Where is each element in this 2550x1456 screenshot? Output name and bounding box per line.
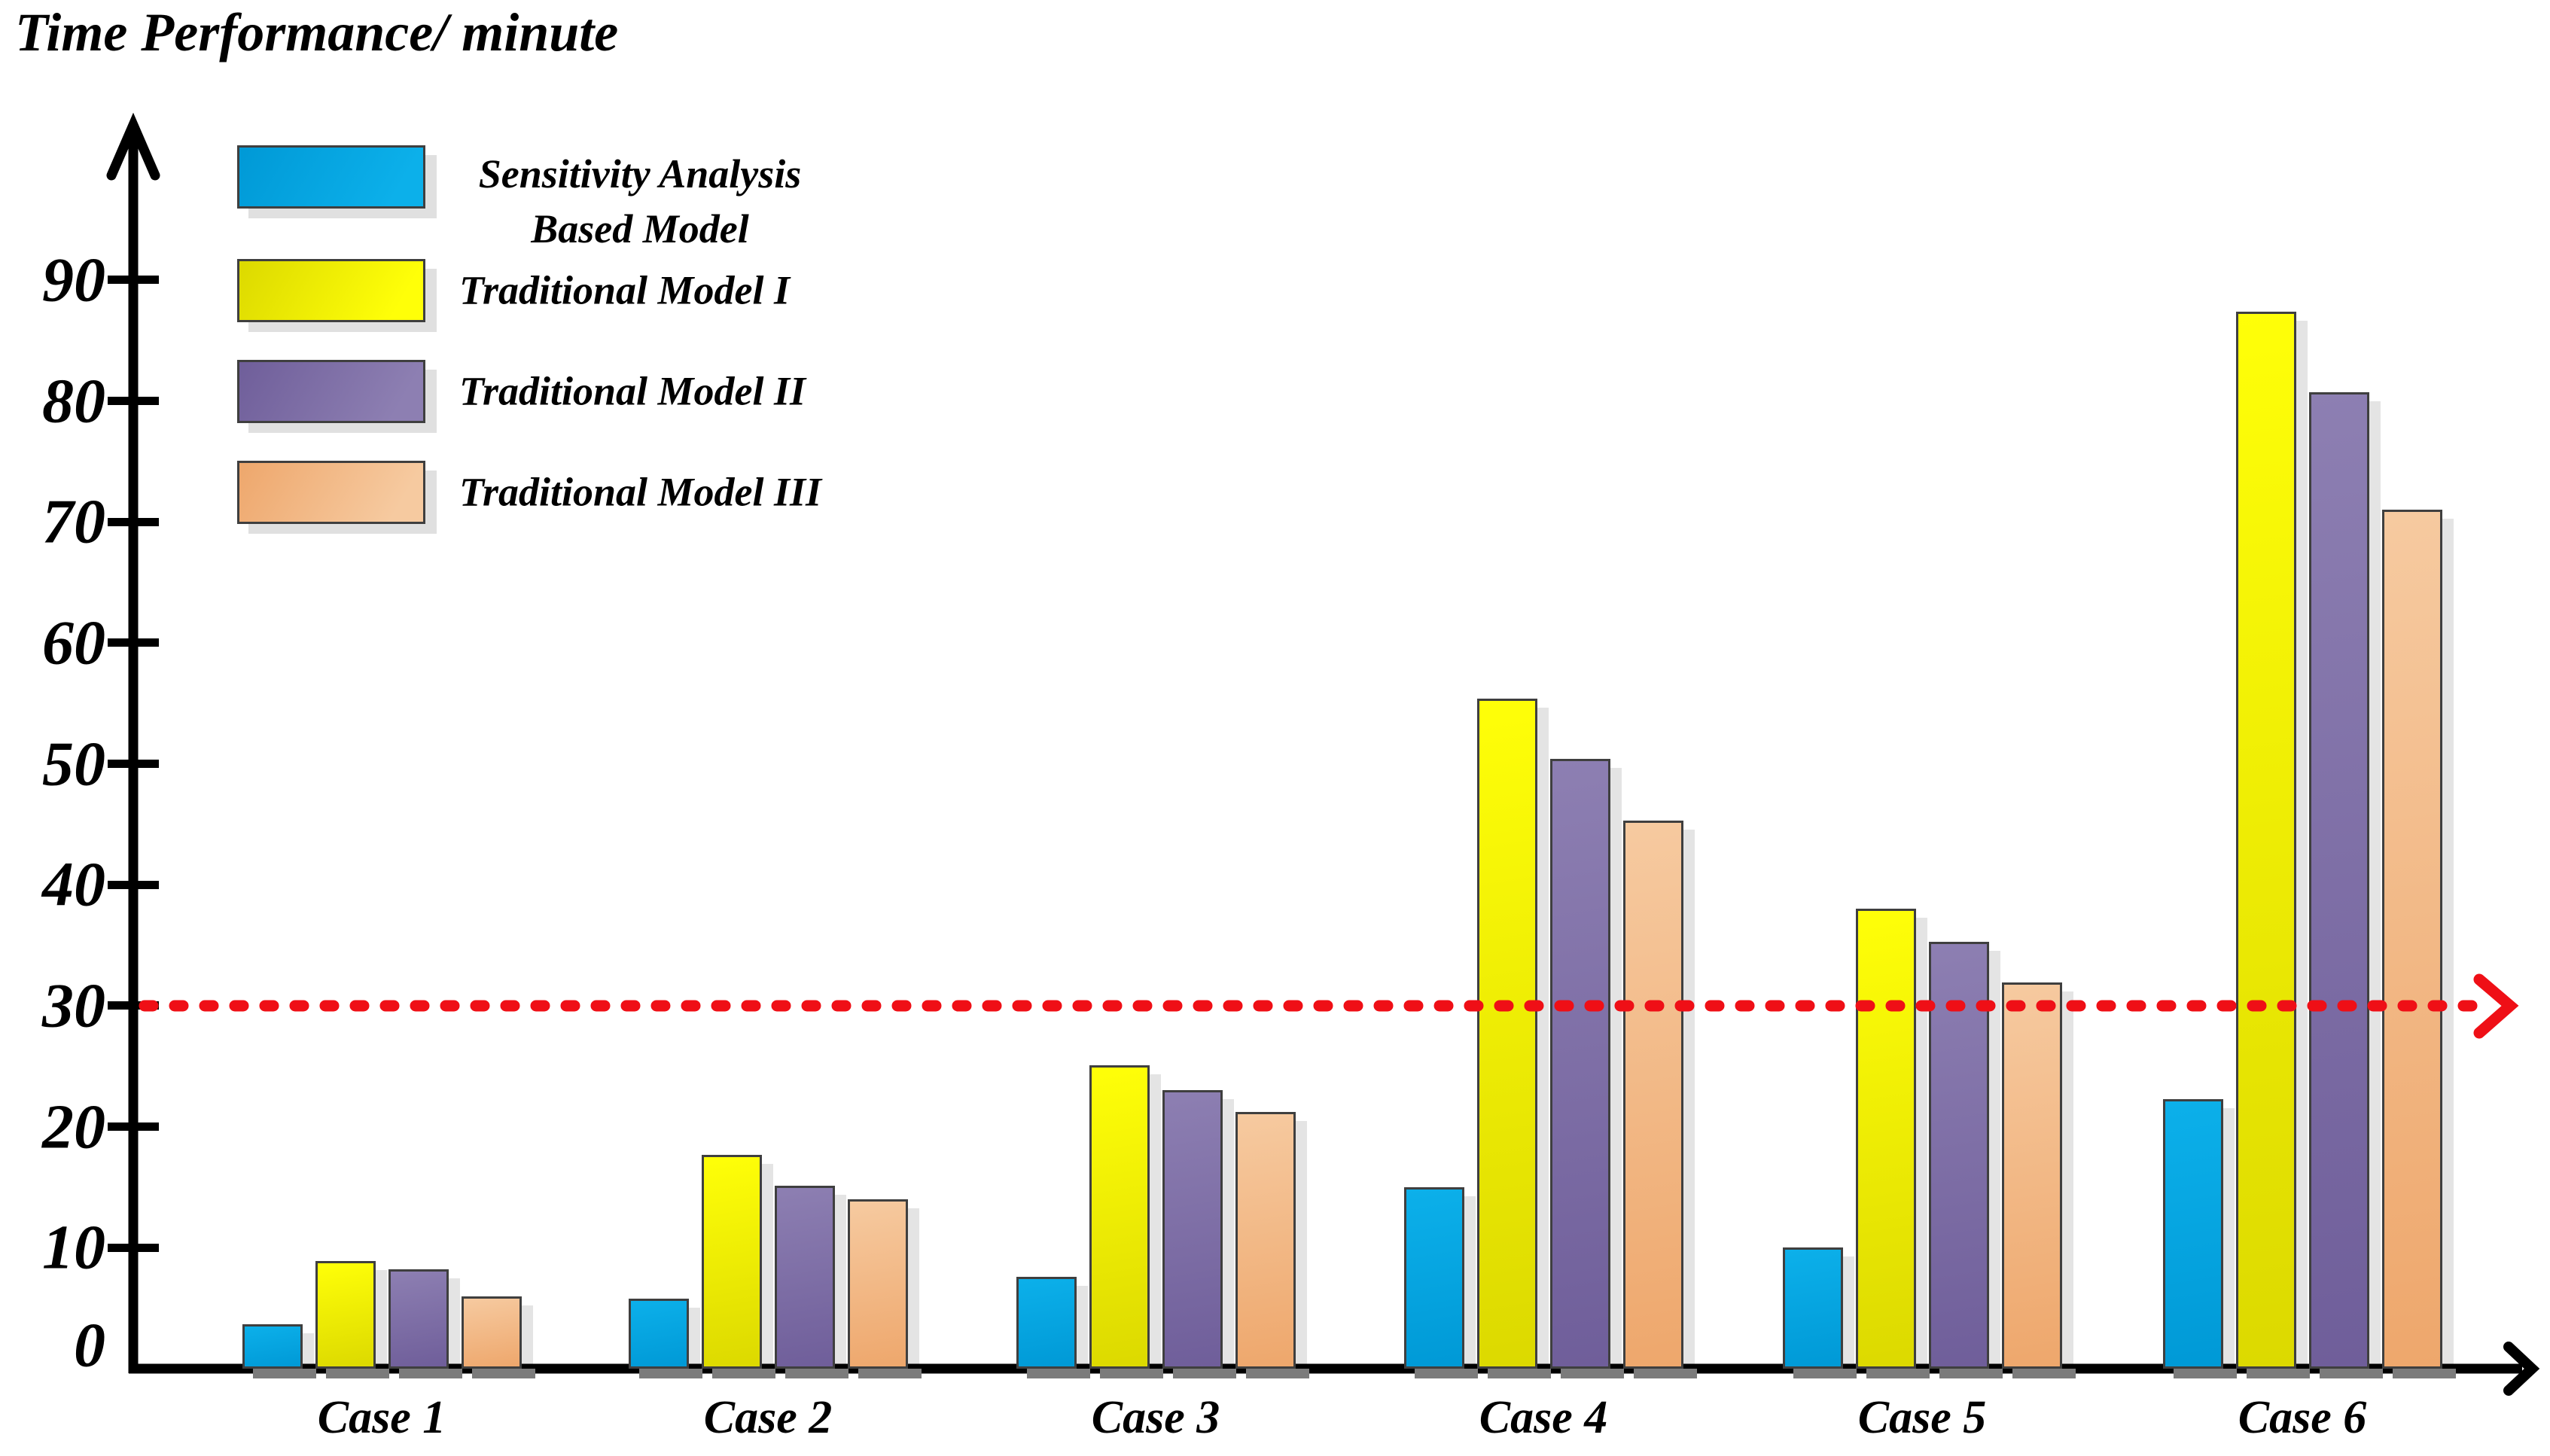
chart-title: Time Performance/ minute — [15, 2, 619, 62]
bar-traditional-model-1-case-3 — [1089, 1065, 1150, 1369]
y-axis-tick-10 — [108, 1243, 159, 1252]
bar-traditional-model-3-case-5 — [2001, 982, 2062, 1369]
bar-base-shadow — [638, 1369, 702, 1378]
bar-sensitivity-analysis-based-model-case-2 — [628, 1298, 689, 1369]
x-axis-category-label-case-2: Case 2 — [703, 1392, 833, 1443]
legend-swatch-traditional-model-1 — [237, 259, 425, 322]
legend-swatch-sensitivity-analysis-based-model — [237, 145, 425, 209]
bar-base-shadow — [1487, 1369, 1551, 1378]
y-axis-tick-70 — [108, 517, 159, 526]
bar-traditional-model-1-case-5 — [1855, 909, 1916, 1369]
legend-label-traditional-model-3: Traditional Model III — [459, 469, 822, 515]
bar-sensitivity-analysis-based-model-case-3 — [1016, 1276, 1077, 1369]
bar-base-shadow — [252, 1369, 316, 1378]
bar-base-shadow — [2392, 1369, 2456, 1378]
bar-base-shadow — [1866, 1369, 1930, 1378]
y-axis-tick-80 — [108, 397, 159, 406]
bar-sensitivity-analysis-based-model-case-4 — [1403, 1186, 1464, 1369]
bar-base-shadow — [784, 1369, 848, 1378]
bar-sensitivity-analysis-based-model-case-1 — [242, 1323, 303, 1369]
y-axis-tick-label-60: 60 — [42, 608, 105, 678]
bar-traditional-model-1-case-2 — [701, 1154, 762, 1369]
x-axis-category-label-case-1: Case 1 — [317, 1392, 446, 1443]
bar-traditional-model-1-case-1 — [315, 1261, 376, 1369]
bar-traditional-model-1-case-4 — [1476, 698, 1537, 1369]
y-axis-tick-50 — [108, 760, 159, 769]
y-axis-arrow-icon — [106, 112, 160, 181]
bar-base-shadow — [325, 1369, 389, 1378]
bar-base-shadow — [1245, 1369, 1309, 1378]
bar-traditional-model-3-case-3 — [1235, 1112, 1296, 1369]
bar-base-shadow — [1633, 1369, 1697, 1378]
bar-base-shadow — [471, 1369, 535, 1378]
bar-base-shadow — [1414, 1369, 1478, 1378]
bar-traditional-model-1-case-6 — [2235, 311, 2296, 1369]
y-axis-tick-label-40: 40 — [42, 849, 105, 920]
bar-traditional-model-2-case-2 — [774, 1186, 835, 1369]
y-axis-tick-label-90: 90 — [42, 245, 105, 315]
bar-base-shadow — [2173, 1369, 2237, 1378]
bar-sensitivity-analysis-based-model-case-5 — [1782, 1247, 1843, 1369]
y-axis-tick-label-20: 20 — [42, 1092, 105, 1162]
bar-base-shadow — [1172, 1369, 1236, 1378]
x-axis-category-label-case-4: Case 4 — [1479, 1392, 1608, 1443]
y-axis-tick-label-50: 50 — [42, 729, 105, 800]
x-axis-arrow-icon — [2503, 1342, 2540, 1396]
legend-label-traditional-model-2: Traditional Model II — [459, 368, 806, 414]
y-axis-tick-label-0: 0 — [74, 1310, 105, 1381]
bar-traditional-model-2-case-1 — [388, 1269, 449, 1369]
legend-swatch-traditional-model-3 — [237, 461, 425, 524]
y-axis-tick-label-80: 80 — [42, 366, 105, 437]
bar-traditional-model-2-case-6 — [2308, 392, 2369, 1369]
bar-base-shadow — [398, 1369, 462, 1378]
legend-swatch-traditional-model-2 — [237, 360, 425, 423]
bar-base-shadow — [1560, 1369, 1624, 1378]
bar-base-shadow — [858, 1369, 922, 1378]
y-axis-tick-20 — [108, 1122, 159, 1132]
bar-base-shadow — [1939, 1369, 2003, 1378]
bar-traditional-model-2-case-4 — [1549, 759, 1610, 1369]
bar-traditional-model-3-case-2 — [847, 1199, 908, 1369]
y-axis-tick-label-30: 30 — [42, 970, 105, 1041]
x-axis-category-label-case-6: Case 6 — [2238, 1392, 2367, 1443]
y-axis-tick-label-70: 70 — [42, 486, 105, 557]
x-axis-category-label-case-3: Case 3 — [1091, 1392, 1220, 1443]
bar-base-shadow — [1026, 1369, 1090, 1378]
bar-base-shadow — [711, 1369, 775, 1378]
bar-base-shadow — [2319, 1369, 2383, 1378]
bar-traditional-model-3-case-6 — [2381, 510, 2442, 1369]
x-axis-category-label-case-5: Case 5 — [1857, 1392, 1987, 1443]
bar-base-shadow — [2246, 1369, 2310, 1378]
reference-line-arrow-icon — [2473, 973, 2519, 1039]
bar-sensitivity-analysis-based-model-case-6 — [2162, 1098, 2223, 1369]
bar-traditional-model-2-case-3 — [1162, 1090, 1223, 1369]
bar-traditional-model-3-case-1 — [461, 1296, 522, 1369]
legend-label-sensitivity-analysis-based-model: Sensitivity Analysis Based Model — [478, 151, 802, 251]
bar-base-shadow — [2012, 1369, 2076, 1378]
y-axis-tick-40 — [108, 880, 159, 889]
bar-base-shadow — [1793, 1369, 1857, 1378]
y-axis-tick-label-10: 10 — [42, 1212, 105, 1283]
bar-traditional-model-2-case-5 — [1928, 941, 1989, 1369]
bar-base-shadow — [1099, 1369, 1163, 1378]
y-axis-tick-60 — [108, 638, 159, 647]
legend-label-traditional-model-1: Traditional Model I — [459, 267, 791, 313]
bar-traditional-model-3-case-4 — [1622, 821, 1683, 1369]
y-axis-tick-30 — [108, 1001, 159, 1010]
y-axis-tick-90 — [108, 276, 159, 285]
